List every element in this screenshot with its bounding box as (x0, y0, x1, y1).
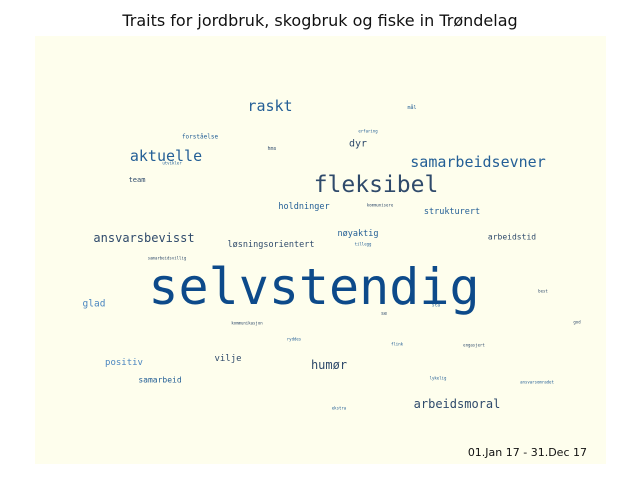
word-2: raskt (247, 97, 292, 115)
word-1: fleksibel (314, 172, 439, 198)
word-15: nøyaktig (338, 229, 379, 239)
word-group: selvstendig fleksibel raskt aktuelle samarbe… (83, 97, 582, 411)
word-27: tillegg (355, 242, 372, 247)
word-13: strukturert (424, 207, 480, 217)
word-36: god (573, 320, 581, 325)
word-31: flink (391, 342, 404, 347)
word-12: løsningsorientert (228, 240, 315, 250)
chart-title: Traits for jordbruk, skogbruk og fiske i… (122, 11, 518, 30)
word-18: team (129, 176, 146, 184)
word-10: positiv (105, 358, 143, 368)
word-29: kommunikasjon (231, 321, 263, 326)
word-7: humør (311, 358, 347, 372)
word-35: best (538, 289, 548, 294)
word-11: vilje (214, 354, 241, 364)
word-34: ansvarsomradet (520, 380, 554, 385)
word-22: se (381, 311, 387, 317)
word-3: aktuelle (130, 147, 202, 165)
word-33: lykelig (430, 376, 447, 381)
word-19: forståelse (182, 134, 219, 141)
word-26: kommunisere (367, 203, 394, 208)
word-24: erfaring (358, 129, 378, 134)
word-28: samarbeidsvillig (148, 256, 187, 261)
word-21: mål (407, 104, 416, 111)
word-6: arbeidsmoral (414, 397, 501, 411)
word-23: stå (432, 302, 440, 309)
period-label: 01.Jan 17 - 31.Dec 17 (467, 446, 587, 459)
word-16: arbeidstid (488, 233, 536, 242)
word-25: utvikler (162, 161, 182, 166)
word-4: samarbeidsevner (410, 153, 545, 171)
word-17: samarbeid (138, 376, 182, 385)
word-37: ekstra (332, 406, 347, 411)
word-14: holdninger (278, 202, 329, 212)
word-0: selvstendig (148, 258, 479, 316)
word-30: ryddes (287, 337, 302, 342)
word-9: glad (83, 299, 106, 310)
word-8: dyr (349, 139, 367, 150)
word-20: hms (267, 146, 276, 152)
cloud-panel (35, 36, 606, 464)
word-32: engasjert (463, 343, 485, 348)
word-5: ansvarsbevisst (93, 231, 194, 245)
